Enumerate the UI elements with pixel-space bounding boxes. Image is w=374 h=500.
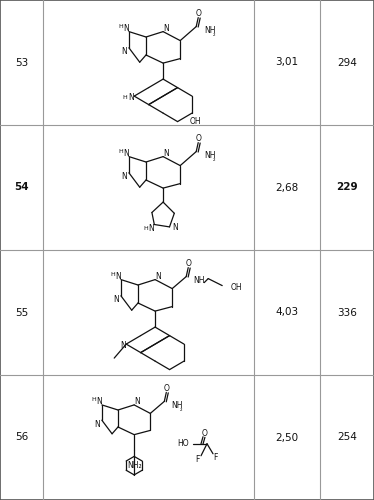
Text: O: O [195, 9, 201, 18]
Text: NH: NH [193, 276, 205, 285]
Text: N: N [173, 224, 178, 232]
Text: ₂: ₂ [213, 157, 215, 162]
Text: H: H [123, 94, 128, 100]
Text: N: N [120, 340, 126, 349]
Text: N: N [134, 398, 140, 406]
Text: O: O [202, 429, 208, 438]
Text: N: N [115, 272, 121, 281]
Text: H: H [92, 398, 96, 402]
Text: NH: NH [205, 26, 216, 35]
Text: 53: 53 [15, 58, 28, 68]
Text: ₂: ₂ [180, 407, 183, 412]
Text: O: O [185, 259, 191, 268]
Text: 56: 56 [15, 432, 28, 442]
Text: N: N [113, 296, 119, 304]
Text: N: N [121, 48, 127, 56]
Text: ₂: ₂ [213, 32, 215, 37]
Text: H: H [143, 226, 148, 231]
Text: N: N [155, 272, 161, 281]
Text: N: N [96, 398, 102, 406]
Text: 2,50: 2,50 [276, 432, 298, 442]
Text: 4,03: 4,03 [276, 308, 298, 318]
Text: O: O [195, 134, 201, 143]
Text: NH: NH [172, 401, 183, 410]
Text: 2,68: 2,68 [275, 182, 299, 192]
Text: N: N [128, 92, 134, 102]
Text: N: N [121, 172, 127, 182]
Text: N: N [123, 149, 129, 158]
Text: 294: 294 [337, 58, 357, 68]
Text: N: N [148, 224, 154, 233]
Text: H: H [119, 24, 123, 29]
Text: 254: 254 [337, 432, 357, 442]
Text: NH₂: NH₂ [127, 461, 141, 470]
Text: H: H [119, 149, 123, 154]
Text: N: N [163, 24, 169, 33]
Text: N: N [163, 149, 169, 158]
Text: 229: 229 [336, 182, 358, 192]
Text: H: H [111, 272, 115, 277]
Text: O: O [163, 384, 169, 393]
Text: 3,01: 3,01 [276, 58, 298, 68]
Text: N: N [123, 24, 129, 33]
Text: OH: OH [230, 283, 242, 292]
Text: 54: 54 [14, 182, 29, 192]
Text: 336: 336 [337, 308, 357, 318]
Text: F: F [195, 455, 199, 464]
Text: N: N [94, 420, 100, 428]
Text: HO: HO [177, 440, 189, 448]
Text: OH: OH [190, 117, 201, 126]
Text: 55: 55 [15, 308, 28, 318]
Text: F: F [213, 453, 217, 462]
Text: NH: NH [205, 151, 216, 160]
